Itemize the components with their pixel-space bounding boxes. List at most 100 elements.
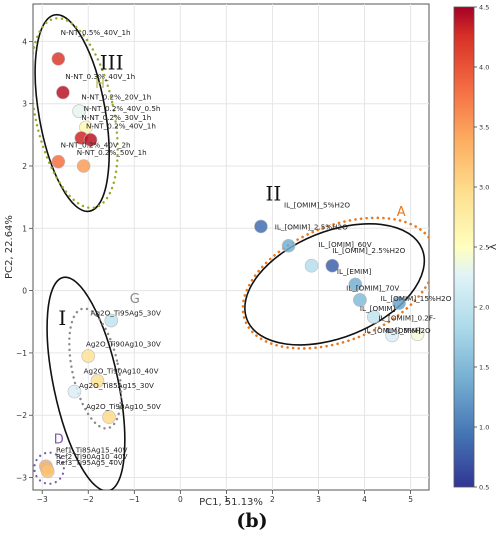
data-points <box>39 52 425 479</box>
point-label: Ref2_Ti90Ag10_40V <box>56 452 127 461</box>
data-point <box>254 219 268 234</box>
axes: −3 −2 −1 0 1 2 3 4 5 −3 −2 −1 0 1 2 3 4 <box>16 37 413 504</box>
x-tick-label: 2 <box>270 495 275 504</box>
data-point <box>281 238 296 253</box>
x-tick-label: −1 <box>129 495 140 504</box>
y-tick-label: 2 <box>22 162 27 171</box>
y-tick-label: 3 <box>22 100 27 109</box>
point-label: N-NT_0.2%_40V_2h <box>61 140 131 149</box>
point-label: Ag2O_Ti95Ag5_30V <box>91 309 161 318</box>
colorbar: 0.5 1.0 1.5 2.0 2.5 3.0 3.5 4.0 4.5 <box>453 4 489 492</box>
cluster-ellipses <box>33 13 429 490</box>
group-labels: III H II A I G D <box>54 50 406 447</box>
y-axis-label: PC2, 22.64% <box>4 215 15 279</box>
cluster-ellipse-d <box>33 451 65 485</box>
point-label: IL_[OMIM] <box>385 326 421 335</box>
data-point <box>385 328 399 343</box>
colorbar-tick-label: 0.5 <box>479 484 489 492</box>
colorbar-tick-label: 1.0 <box>479 424 489 432</box>
data-point <box>67 384 82 399</box>
colorbar-tick-label: 2.5 <box>479 244 489 252</box>
colorbar-label: λ <box>486 243 499 250</box>
point-label: IL_[OMIM]_2.5%H2O <box>275 223 348 232</box>
point-labels: N-NT_0.5%_40V_1h N-NT_0.3%_40V_1h N-NT_0.2… <box>56 28 452 467</box>
data-point <box>76 159 91 173</box>
x-axis-label: PC1, 51.13% <box>199 497 263 508</box>
y-tick-label: 1 <box>22 224 27 233</box>
data-point <box>102 410 116 424</box>
data-point <box>90 374 105 388</box>
point-label: Ref3_Ti95Ag5_40V <box>56 458 123 467</box>
point-label: Ref1_Ti85Ag15_40V <box>56 446 127 455</box>
data-point <box>325 258 340 273</box>
data-point <box>56 85 70 100</box>
group-label: I <box>58 306 66 330</box>
colorbar-tick-label: 4.0 <box>479 64 489 72</box>
colorbar-tick-label: 3.5 <box>479 124 489 132</box>
point-label: N-NT_0.2%_30V_1h <box>81 113 151 122</box>
point-label: IL_[OMIM]_15%H2O <box>381 294 452 303</box>
point-label: N-NT_0.2%_40V_1h <box>86 122 156 131</box>
cluster-ellipse-i <box>46 276 126 490</box>
point-label: N-NT_0.5%_40V_1h <box>61 28 131 37</box>
colorbar-tick-label: 1.5 <box>479 364 489 372</box>
point-label: IL_[EMIM] <box>337 267 372 276</box>
x-tick-label: 5 <box>408 495 413 504</box>
colorbar-gradient <box>453 6 475 488</box>
point-label: Ag2O_Ti90Ag10_50V <box>86 402 161 411</box>
cluster-ellipse-h <box>33 17 119 210</box>
colorbar-tick-label: 4.5 <box>479 4 489 12</box>
data-point <box>51 52 66 66</box>
point-label: IL_[OMIM]_0.2F- <box>378 314 436 323</box>
y-tick-label: 0 <box>22 287 27 296</box>
data-point <box>353 293 367 307</box>
data-point <box>72 104 86 118</box>
data-point <box>51 154 66 169</box>
data-point <box>83 133 98 147</box>
y-tick-label: −2 <box>16 411 27 420</box>
x-tick-label: 1 <box>224 495 229 504</box>
plot-area <box>32 3 430 491</box>
point-label: N-NT_0.2%_20V_1h <box>81 92 151 101</box>
group-label: II <box>266 181 282 205</box>
point-label: N-NT_0.2%_40V_0.5h <box>84 104 161 113</box>
x-tick-label: 0 <box>178 495 183 504</box>
grid-lines <box>33 4 429 490</box>
colorbar-tick-label: 3.0 <box>479 184 489 192</box>
group-label: D <box>54 432 64 447</box>
point-label: Ag2O_Ti85Ag15_30V <box>79 381 154 390</box>
data-point <box>410 327 425 342</box>
data-point <box>40 464 55 479</box>
point-label: IL_[OMIM] <box>360 304 396 313</box>
group-label: III <box>100 50 124 74</box>
figure-caption: (b) <box>236 510 268 532</box>
y-tick-label: 4 <box>22 37 27 46</box>
point-label: IL_[OMIM]_60V <box>318 240 371 249</box>
x-tick-label: 3 <box>316 495 321 504</box>
y-tick-label: −1 <box>16 349 27 358</box>
cluster-ellipse-a <box>241 216 429 350</box>
point-label: IL_[OMIM]_5%H2O <box>365 326 431 335</box>
x-tick-label: −3 <box>37 495 48 504</box>
data-point <box>366 309 381 324</box>
x-tick-label: 4 <box>362 495 367 504</box>
point-label: N-NT_0.3%_40V_1h <box>65 72 135 81</box>
point-label: N-NT_0.2%_50V_1h <box>77 148 147 157</box>
cluster-ellipse-ii <box>244 223 426 346</box>
point-label: IL_[OMIM]_5%H2O <box>284 201 350 210</box>
data-point <box>392 296 406 310</box>
data-point <box>348 277 363 292</box>
point-label: Ag2O_Ti90Ag10_30V <box>86 340 161 349</box>
y-tick-label: −3 <box>16 474 27 483</box>
data-point <box>104 313 119 328</box>
x-tick-label: −2 <box>83 495 94 504</box>
data-point <box>304 258 319 273</box>
point-label: IL_[OMIM]_70V <box>346 284 399 293</box>
data-point <box>81 349 96 363</box>
group-label: H <box>95 77 105 92</box>
group-label: G <box>130 292 140 307</box>
group-label: A <box>397 205 406 220</box>
cluster-ellipse-iii <box>34 13 110 213</box>
point-label: Ag2O_Ti90Ag10_40V <box>84 366 159 375</box>
